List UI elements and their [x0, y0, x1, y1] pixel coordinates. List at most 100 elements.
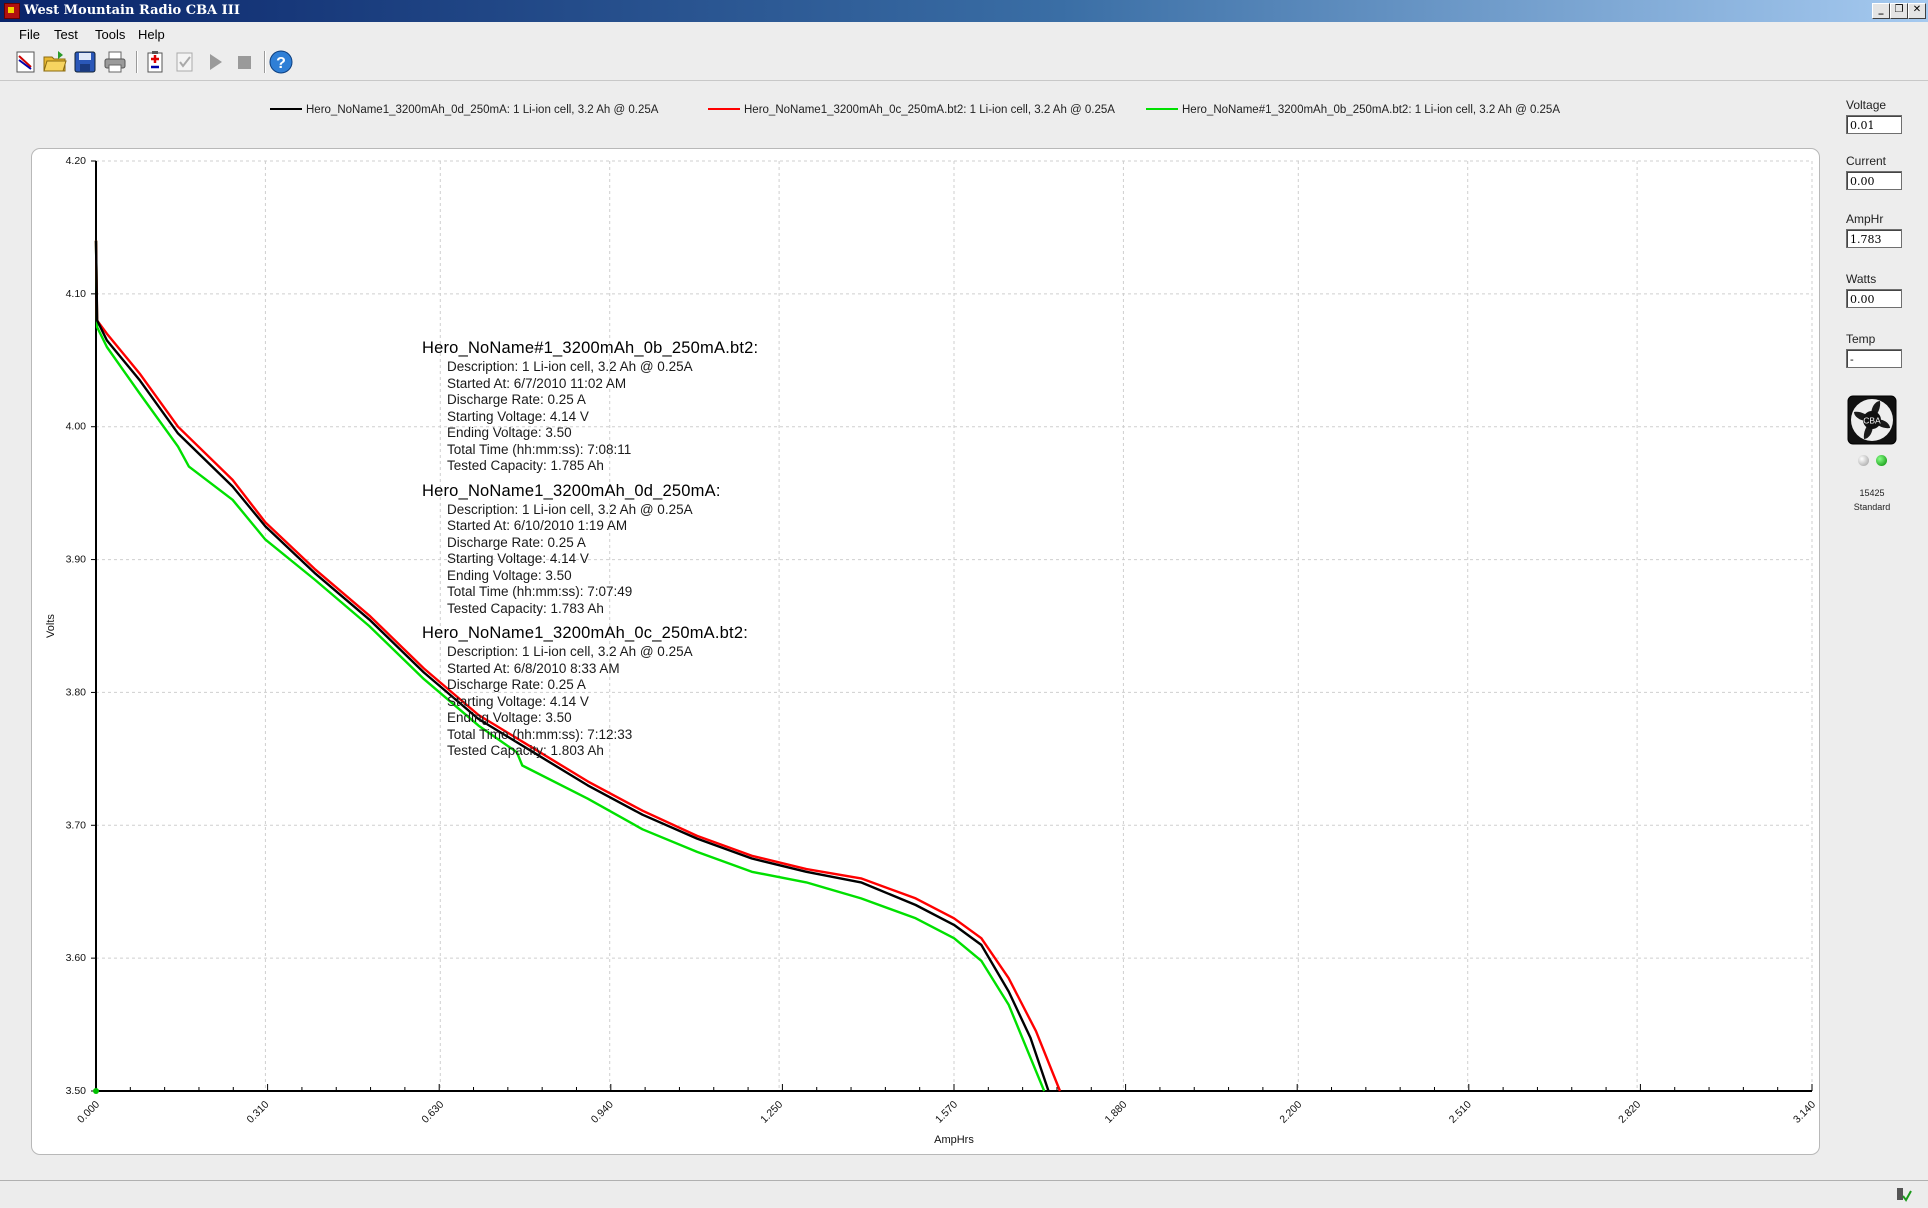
- chart-panel: 3.50 3.60 3.70 3.80 3.90 4.00 4.10 4.20 0.000 0.3…: [31, 148, 1820, 1155]
- x-axis-title: AmpHrs: [934, 1134, 974, 1146]
- save-disk-icon[interactable]: [72, 49, 98, 75]
- title-bar[interactable]: West Mountain Radio CBA III _ ❐ ✕: [0, 0, 1928, 22]
- maximize-button[interactable]: ❐: [1890, 3, 1908, 19]
- menu-tools[interactable]: Tools: [95, 27, 126, 42]
- legend-label: Hero_NoName#1_3200mAh_0b_250mA.bt2: 1 Li…: [1182, 104, 1560, 116]
- window-title: West Mountain Radio CBA III: [24, 3, 240, 18]
- amphr-label: AmpHr: [1846, 212, 1884, 226]
- y-tick-label: 3.70: [66, 819, 87, 831]
- connection-status-icon: [1894, 1185, 1912, 1203]
- test-info-line: Total Time (hh:mm:ss): 7:12:33: [447, 726, 633, 742]
- test-info-line: Started At: 6/8/2010 8:33 AM: [447, 660, 620, 676]
- minimize-button[interactable]: _: [1872, 3, 1890, 19]
- cba-fan-icon: CBA: [1847, 395, 1897, 445]
- toolbar-separator: [264, 51, 266, 73]
- y-tick-label: 4.20: [66, 155, 87, 167]
- test-info-heading: Hero_NoName1_3200mAh_0d_250mA:: [422, 481, 721, 500]
- x-tick-label: 0.630: [419, 1099, 446, 1126]
- menu-file[interactable]: File: [19, 27, 40, 42]
- test-info-line: Starting Voltage: 4.14 V: [447, 408, 589, 424]
- device-serial: 15425: [1859, 488, 1885, 498]
- amphr-readout: 1.783: [1846, 229, 1902, 248]
- x-tick-label: 0.000: [75, 1099, 102, 1126]
- open-folder-icon[interactable]: [42, 49, 68, 75]
- test-info-line: Ending Voltage: 3.50: [447, 567, 572, 583]
- printer-icon[interactable]: [102, 49, 128, 75]
- test-info-heading: Hero_NoName#1_3200mAh_0b_250mA.bt2:: [422, 339, 759, 357]
- checklist-icon[interactable]: [172, 49, 198, 75]
- legend-entry: Hero_NoName1_3200mAh_0d_250mA: 1 Li-ion …: [270, 104, 658, 116]
- test-info-line: Total Time (hh:mm:ss): 7:07:49: [447, 584, 633, 599]
- y-tick-label: 4.10: [66, 288, 87, 300]
- y-tick-label: 3.60: [66, 952, 87, 964]
- test-info-line: Description: 1 Li-ion cell, 3.2 Ah @ 0.2…: [447, 359, 693, 374]
- test-info-line: Discharge Rate: 0.25 A: [447, 392, 586, 407]
- test-info-line: Tested Capacity: 1.783 Ah: [447, 600, 604, 616]
- x-tick-label: 2.820: [1616, 1099, 1643, 1126]
- watts-readout: 0.00: [1846, 289, 1902, 308]
- y-axis-title: Volts: [45, 614, 57, 638]
- status-led-on: [1876, 455, 1887, 466]
- menu-test[interactable]: Test: [54, 27, 78, 42]
- test-info-line: Starting Voltage: 4.14 V: [447, 693, 589, 709]
- status-led-off: [1858, 455, 1869, 466]
- app-icon: [4, 3, 20, 19]
- test-info-block: Hero_NoName1_3200mAh_0c_250mA.bt2: Descr…: [422, 624, 758, 760]
- test-info-line: Started At: 6/7/2010 11:02 AM: [447, 375, 627, 391]
- series-line: [94, 240, 1050, 1092]
- test-info-line: Started At: 6/10/2010 1:19 AM: [447, 518, 628, 533]
- x-tick-label: 1.880: [1102, 1099, 1129, 1126]
- legend-entry: Hero_NoName1_3200mAh_0c_250mA.bt2: 1 Li-…: [708, 104, 1115, 116]
- watts-label: Watts: [1846, 272, 1877, 286]
- test-info-line: Ending Voltage: 3.50: [447, 710, 572, 725]
- legend-label: Hero_NoName1_3200mAh_0c_250mA.bt2: 1 Li-…: [744, 104, 1115, 116]
- discharge-chart: 3.50 3.60 3.70 3.80 3.90 4.00 4.10 4.20 0.000 0.3…: [45, 155, 1818, 1146]
- test-info-line: Starting Voltage: 4.14 V: [447, 551, 589, 566]
- test-info-block: Hero_NoName#1_3200mAh_0b_250mA.bt2: Desc…: [422, 339, 758, 475]
- legend-entry: Hero_NoName#1_3200mAh_0b_250mA.bt2: 1 Li…: [1146, 104, 1560, 116]
- test-info-heading: Hero_NoName1_3200mAh_0c_250mA.bt2:: [422, 624, 748, 642]
- status-bar: [0, 1180, 1928, 1207]
- toolbar-separator: [136, 51, 138, 73]
- x-tick-label: 2.510: [1447, 1099, 1474, 1126]
- test-info-block: Hero_NoName1_3200mAh_0d_250mA: Descripti…: [422, 482, 758, 618]
- chart-legend: Hero_NoName1_3200mAh_0d_250mA: 1 Li-ion …: [270, 104, 1590, 124]
- start-marker: [93, 1088, 99, 1094]
- y-tick-label: 3.90: [66, 554, 87, 566]
- toolbar: ?: [0, 46, 1928, 81]
- legend-swatch: [270, 107, 302, 110]
- close-button[interactable]: ✕: [1908, 3, 1926, 19]
- series-line: [94, 240, 1046, 1092]
- x-tick-label: 1.570: [933, 1099, 960, 1126]
- test-info-line: Discharge Rate: 0.25 A: [447, 534, 586, 550]
- x-tick-label: 1.250: [758, 1099, 785, 1126]
- temp-label: Temp: [1846, 332, 1876, 346]
- help-icon[interactable]: ?: [268, 49, 294, 75]
- legend-swatch: [708, 107, 740, 110]
- test-info-line: Description: 1 Li-ion cell, 3.2 Ah @ 0.2…: [447, 501, 693, 517]
- cba-badge-text: CBA: [1863, 416, 1881, 426]
- voltage-readout: 0.01: [1846, 115, 1902, 134]
- battery-test-icon[interactable]: [142, 49, 168, 75]
- menu-help[interactable]: Help: [138, 27, 165, 42]
- legend-label: Hero_NoName1_3200mAh_0d_250mA: 1 Li-ion …: [306, 104, 659, 116]
- menu-bar: File Test Tools Help: [0, 22, 1928, 46]
- test-info-annotations: Hero_NoName#1_3200mAh_0b_250mA.bt2: Desc…: [422, 339, 758, 767]
- x-tick-label: 3.140: [1791, 1099, 1818, 1126]
- new-graph-icon[interactable]: [13, 49, 39, 75]
- device-mode: Standard: [1853, 502, 1891, 512]
- test-info-line: Tested Capacity: 1.785 Ah: [447, 458, 604, 473]
- x-tick-label: 0.940: [589, 1099, 616, 1126]
- temp-readout: -: [1846, 349, 1902, 368]
- test-info-line: Tested Capacity: 1.803 Ah: [447, 743, 604, 758]
- svg-text:?: ?: [276, 55, 286, 72]
- y-tick-label: 3.80: [66, 686, 87, 698]
- stop-icon[interactable]: [231, 49, 257, 75]
- test-info-line: Description: 1 Li-ion cell, 3.2 Ah @ 0.2…: [447, 644, 693, 659]
- test-info-line: Discharge Rate: 0.25 A: [447, 677, 586, 692]
- play-icon[interactable]: [202, 49, 228, 75]
- x-tick-label: 2.200: [1277, 1099, 1304, 1126]
- y-tick-label: 4.00: [66, 421, 87, 433]
- legend-swatch: [1146, 107, 1178, 110]
